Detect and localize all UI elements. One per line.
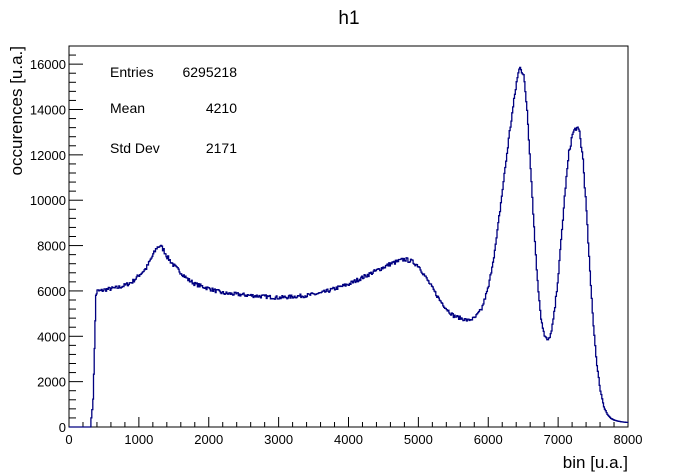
stats-box: Entries 6295218 Mean 4210 Std Dev 2171 <box>110 64 237 156</box>
y-tick-label: 12000 <box>30 148 66 163</box>
y-axis-label: occurences [u.a.] <box>7 46 26 175</box>
y-tick-label: 6000 <box>37 284 66 299</box>
y-tick-label: 2000 <box>37 375 66 390</box>
x-tick-label: 2000 <box>194 432 223 447</box>
y-tick-label: 8000 <box>37 239 66 254</box>
y-tick-label: 0 <box>59 420 66 435</box>
stats-entries-value: 6295218 <box>182 64 237 80</box>
stats-entries-label: Entries <box>110 64 154 80</box>
plot-frame <box>68 45 629 428</box>
chart-title: h1 <box>338 8 359 29</box>
stats-mean-value: 4210 <box>206 100 237 116</box>
x-tick-label: 8000 <box>614 432 643 447</box>
y-tick-label: 14000 <box>30 103 66 118</box>
stats-stddev-label: Std Dev <box>110 140 160 156</box>
y-tick-label: 16000 <box>30 57 66 72</box>
x-tick-label: 0 <box>65 432 72 447</box>
x-tick-label: 1000 <box>124 432 153 447</box>
tick-labels: 0 1000 2000 3000 4000 5000 6000 7000 8000 0 2000 40… <box>30 57 643 447</box>
stats-mean-label: Mean <box>110 100 145 116</box>
y-tick-label: 4000 <box>37 329 66 344</box>
y-tick-label: 10000 <box>30 193 66 208</box>
axis-ticks <box>68 45 629 428</box>
x-tick-label: 7000 <box>544 432 573 447</box>
x-tick-label: 6000 <box>474 432 503 447</box>
x-tick-label: 3000 <box>264 432 293 447</box>
histogram-line <box>69 66 629 428</box>
x-tick-label: 4000 <box>334 432 363 447</box>
stats-stddev-value: 2171 <box>206 140 237 156</box>
x-tick-label: 5000 <box>404 432 433 447</box>
x-axis-label: bin [u.a.] <box>563 453 628 472</box>
